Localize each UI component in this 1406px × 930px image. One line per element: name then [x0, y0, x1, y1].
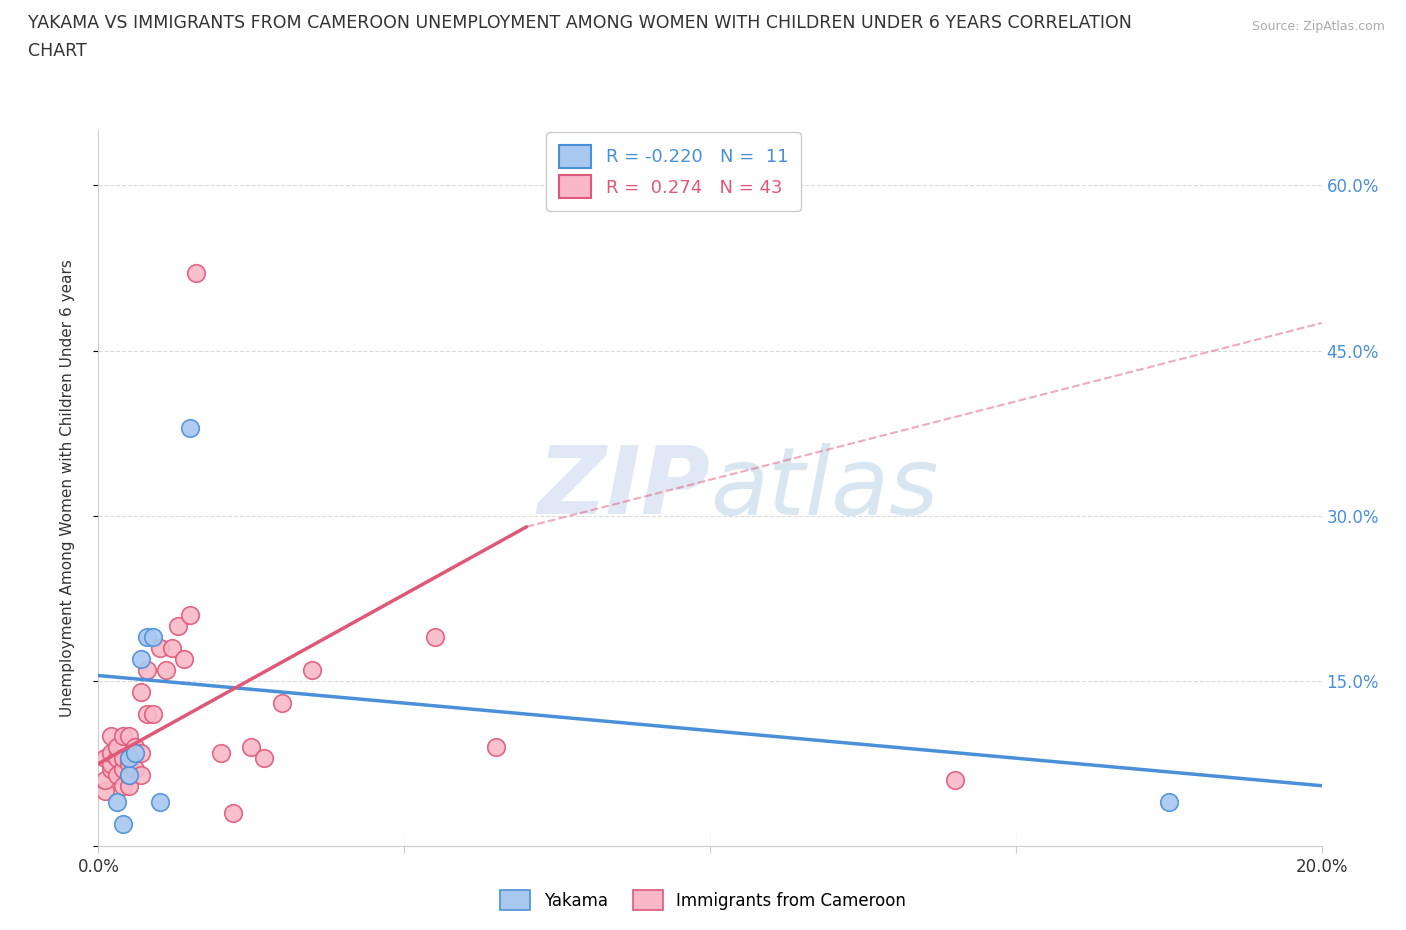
Point [240, 739, 263, 754]
Point [111, 778, 134, 793]
Point [111, 729, 134, 744]
Point [105, 751, 128, 765]
Point [222, 805, 245, 820]
Point [100, 745, 122, 760]
Point [100, 762, 122, 777]
Point [124, 762, 146, 777]
Text: ZIP: ZIP [537, 443, 710, 534]
Point [111, 817, 134, 831]
Point [209, 745, 232, 760]
Point [105, 767, 128, 782]
Point [100, 756, 122, 771]
Point [179, 607, 201, 622]
Point [149, 795, 172, 810]
Point [124, 739, 146, 754]
Point [179, 420, 201, 435]
Point [136, 630, 159, 644]
Point [136, 662, 159, 677]
Point [129, 684, 152, 699]
Point [1157, 795, 1180, 810]
Point [118, 729, 141, 744]
Point [252, 751, 274, 765]
Point [129, 745, 152, 760]
Point [160, 641, 183, 656]
Text: Source: ZipAtlas.com: Source: ZipAtlas.com [1251, 20, 1385, 33]
Point [186, 266, 208, 281]
Point [118, 751, 141, 765]
Point [142, 630, 165, 644]
Point [270, 696, 292, 711]
Point [118, 778, 141, 793]
Point [93, 773, 115, 788]
Point [173, 652, 195, 667]
Legend: Yakama, Immigrants from Cameroon: Yakama, Immigrants from Cameroon [494, 884, 912, 917]
Point [118, 756, 141, 771]
Legend: R = -0.220   N =  11, R =  0.274   N = 43: R = -0.220 N = 11, R = 0.274 N = 43 [546, 132, 800, 211]
Point [93, 751, 115, 765]
Text: atlas: atlas [710, 443, 938, 534]
Text: YAKAMA VS IMMIGRANTS FROM CAMEROON UNEMPLOYMENT AMONG WOMEN WITH CHILDREN UNDER : YAKAMA VS IMMIGRANTS FROM CAMEROON UNEMP… [28, 14, 1132, 32]
Point [943, 773, 966, 788]
Point [118, 767, 141, 782]
Point [129, 767, 152, 782]
Text: CHART: CHART [28, 42, 87, 60]
Point [129, 652, 152, 667]
Point [149, 641, 172, 656]
Point [124, 745, 146, 760]
Point [423, 630, 446, 644]
Point [105, 739, 128, 754]
Point [142, 707, 165, 722]
Point [136, 707, 159, 722]
Point [301, 662, 323, 677]
Point [111, 762, 134, 777]
Point [485, 739, 508, 754]
Point [111, 751, 134, 765]
Point [155, 662, 177, 677]
Point [105, 795, 128, 810]
Point [118, 767, 141, 782]
Point [167, 618, 190, 633]
Point [118, 751, 141, 765]
Y-axis label: Unemployment Among Women with Children Under 6 years: Unemployment Among Women with Children U… [60, 259, 75, 717]
Point [100, 729, 122, 744]
Point [93, 784, 115, 799]
